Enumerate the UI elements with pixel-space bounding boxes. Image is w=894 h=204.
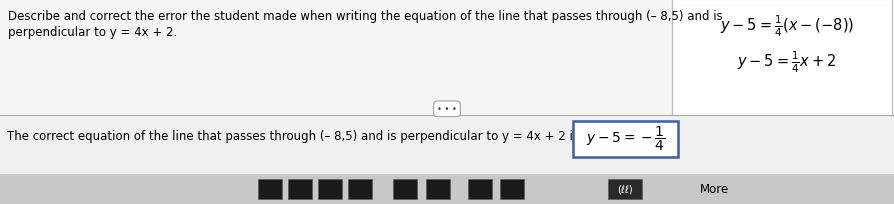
Bar [671,0,891,115]
Bar [317,179,342,199]
Text: $y - 5 = \frac{1}{4}(x - (-8))$: $y - 5 = \frac{1}{4}(x - (-8))$ [719,14,853,39]
Bar [426,179,450,199]
Text: • • •: • • • [436,105,457,114]
Text: $y - 5 = \frac{1}{4}x + 2$: $y - 5 = \frac{1}{4}x + 2$ [737,50,836,75]
Text: The correct equation of the line that passes through (– 8,5) and is perpendicula: The correct equation of the line that pa… [7,129,578,142]
Text: Describe and correct the error the student made when writing the equation of the: Describe and correct the error the stude… [8,10,722,23]
Bar [392,179,417,199]
Bar [348,179,372,199]
Text: $y - 5 = -\dfrac{1}{4}$: $y - 5 = -\dfrac{1}{4}$ [586,124,664,152]
Bar [607,179,641,199]
Text: perpendicular to y = 4x + 2.: perpendicular to y = 4x + 2. [8,26,177,39]
Bar [0,174,894,204]
Bar [572,121,678,157]
Bar [0,0,894,115]
Text: (ℓℓ): (ℓℓ) [617,184,632,194]
Bar [468,179,492,199]
Bar [257,179,282,199]
Bar [288,179,312,199]
Text: More: More [699,183,729,196]
Bar [0,115,894,174]
Bar [500,179,523,199]
